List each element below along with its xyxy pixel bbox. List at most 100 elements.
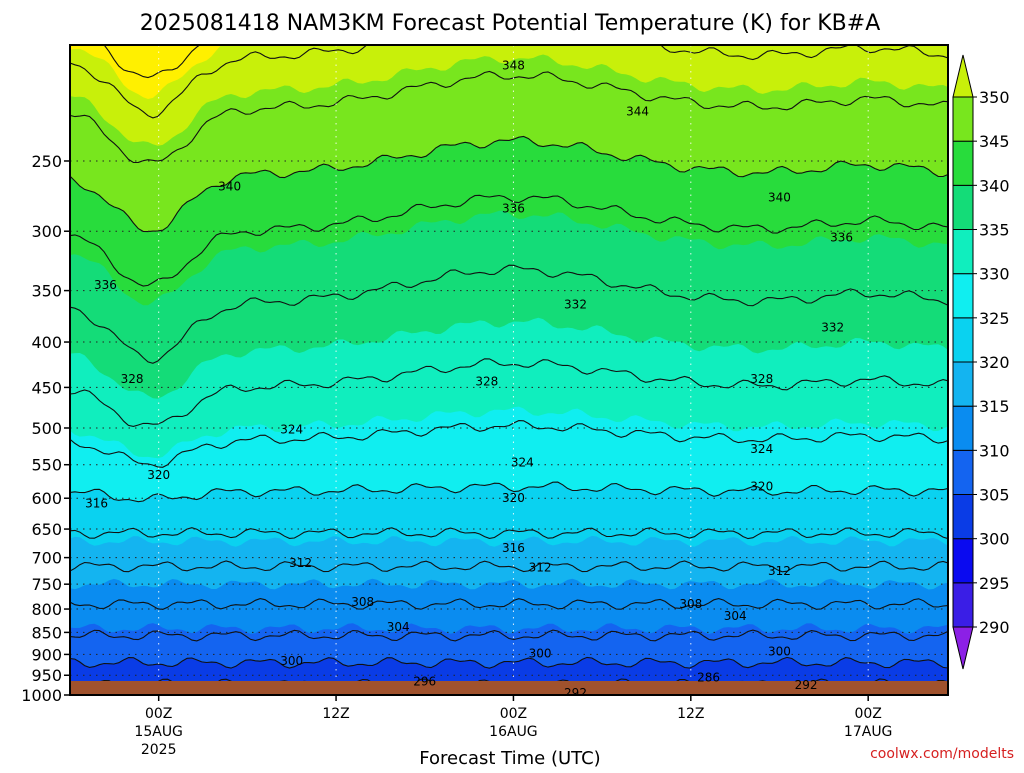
contour-340 — [70, 135, 948, 233]
x-tick-label: 00Z — [854, 706, 881, 722]
surface-ground — [70, 681, 948, 695]
colorbar-label: 345 — [979, 132, 1010, 151]
contour-328 — [70, 358, 948, 427]
contour-label: 324 — [280, 423, 303, 437]
y-tick-label: 800 — [31, 600, 62, 619]
contour-labels: 348 344 340 340 336 336 336 332 332 328 328 328 324 3… — [85, 58, 853, 700]
contour-324 — [70, 420, 948, 468]
contour-label: 324 — [750, 442, 773, 456]
contour-label: 336 — [502, 202, 525, 216]
colorbar-bottom-arrow — [952, 626, 974, 670]
contour-label: 332 — [821, 320, 844, 334]
contour-label: 340 — [768, 191, 791, 205]
colorbar-segment-335 — [952, 184, 974, 230]
contour-label: 324 — [511, 456, 534, 470]
contour-320 — [70, 481, 948, 503]
contour-label: 292 — [795, 678, 818, 692]
colorbar-segment-345 — [952, 96, 974, 142]
y-tick-label: 750 — [31, 575, 62, 594]
contour-label: 308 — [679, 597, 702, 611]
y-tick-label: 950 — [31, 666, 62, 685]
contour-label: 348 — [502, 58, 525, 72]
contour-label: 286 — [697, 670, 720, 684]
contour-label: 304 — [387, 620, 410, 634]
contour-label: 312 — [768, 564, 791, 578]
x-tick-label: 00Z — [145, 706, 172, 722]
contour-308 — [70, 598, 948, 610]
colorbar-label: 290 — [979, 618, 1010, 637]
contour-label: 308 — [351, 595, 374, 609]
x-axis-label: Forecast Time (UTC) — [419, 748, 600, 768]
y-tick-label: 500 — [31, 419, 62, 438]
contour-348 — [70, 45, 948, 119]
x-tick-label: 12Z — [322, 706, 349, 722]
contour-lines — [70, 45, 948, 695]
colorbar-segment-315 — [952, 361, 974, 407]
x-tick-label: 17AUG — [844, 724, 893, 740]
colorbar-label: 315 — [979, 397, 1010, 416]
contour-label: 344 — [626, 105, 649, 119]
y-tick-label: 250 — [31, 152, 62, 171]
contour-label: 296 — [413, 674, 436, 688]
y-tick-label: 700 — [31, 549, 62, 568]
x-tick-label: 15AUG — [134, 724, 183, 740]
x-axis: 00Z 15AUG 2025 12Z 00Z 16AUG 12Z 00Z 17AUG — [134, 695, 892, 758]
y-tick-label: 650 — [31, 520, 62, 539]
x-tick-label: 12Z — [677, 706, 704, 722]
y-tick-label: 350 — [31, 282, 62, 301]
y-tick-label: 850 — [31, 623, 62, 642]
colorbar-segment-300 — [952, 494, 974, 540]
y-tick-label: 1000 — [21, 686, 62, 705]
contour-316 — [70, 527, 948, 540]
contour-label: 300 — [280, 654, 303, 668]
colorbar-label: 310 — [979, 441, 1010, 460]
contour-label: 340 — [218, 179, 241, 193]
colorbar-segment-310 — [952, 405, 974, 451]
contour-336 — [70, 194, 948, 287]
colorbar-segment-325 — [952, 273, 974, 319]
contour-344 — [70, 70, 948, 164]
contour-label: 312 — [289, 556, 312, 570]
x-tick-label: 00Z — [500, 706, 527, 722]
colorbar-segment-330 — [952, 229, 974, 275]
contour-312 — [70, 560, 948, 573]
contour-label: 320 — [502, 491, 525, 505]
colorbar: 290 295 300 305 310 315 320 325 330 335 340 345 350 — [952, 54, 1010, 670]
x-tick-label: 16AUG — [489, 724, 538, 740]
colorbar-label: 305 — [979, 486, 1010, 505]
surface-ground-fill — [70, 681, 948, 695]
colorbar-label: 335 — [979, 221, 1010, 240]
colorbar-segment-305 — [952, 449, 974, 496]
contour-label: 328 — [475, 374, 498, 388]
chart-title: 2025081418 NAM3KM Forecast Potential Tem… — [140, 11, 881, 36]
contour-label: 316 — [502, 541, 525, 555]
colorbar-label: 340 — [979, 176, 1010, 195]
credit-text: coolwx.com/modelts — [870, 746, 1014, 762]
colorbar-segment-295 — [952, 538, 974, 584]
contour-label: 332 — [564, 298, 587, 312]
colorbar-segment-320 — [952, 317, 974, 363]
contour-300 — [70, 656, 948, 669]
y-tick-label: 900 — [31, 645, 62, 664]
y-tick-label: 400 — [31, 333, 62, 352]
contour-label: 292 — [564, 686, 587, 700]
colorbar-segment-340 — [952, 140, 974, 186]
y-tick-label: 600 — [31, 489, 62, 508]
contour-304 — [70, 629, 948, 642]
contour-label: 328 — [750, 372, 773, 386]
contour-332 — [70, 264, 948, 364]
contour-label: 320 — [750, 479, 773, 493]
y-tick-label: 450 — [31, 378, 62, 397]
contour-label: 304 — [724, 609, 747, 623]
plot-area: 348 344 340 340 336 336 336 332 332 328 328 328 324 3… — [70, 45, 948, 700]
contour-label: 336 — [94, 278, 117, 292]
colorbar-top-arrow — [952, 54, 974, 98]
y-tick-label: 550 — [31, 456, 62, 475]
grid-lines — [70, 45, 948, 695]
colorbar-label: 300 — [979, 530, 1010, 549]
plot-frame — [69, 44, 949, 696]
contour-label: 300 — [768, 644, 791, 658]
